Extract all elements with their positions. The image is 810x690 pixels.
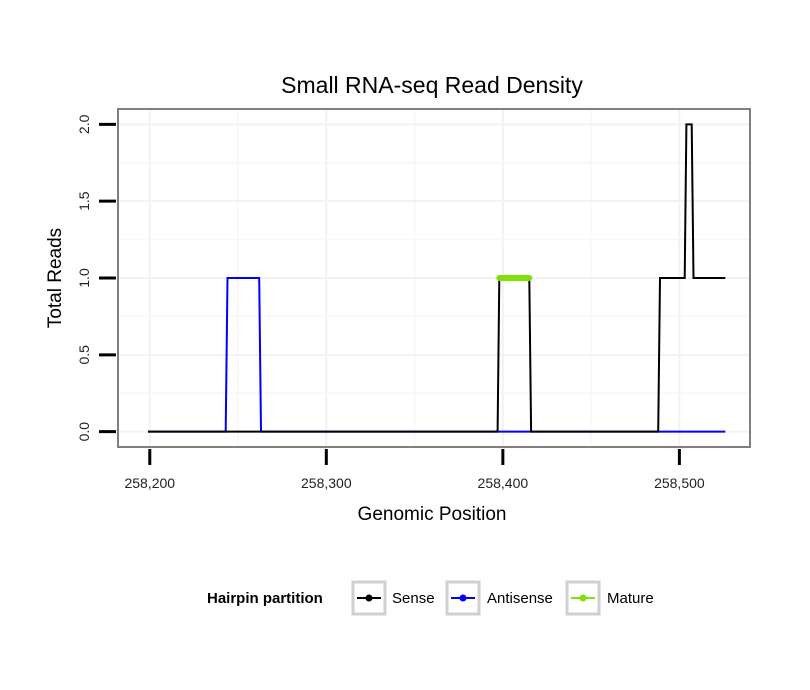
x-tick-label: 258,500 [654,475,705,491]
legend-title: Hairpin partition [207,590,323,607]
series-lines [148,123,726,433]
y-tick-label: 0.5 [76,345,92,365]
x-tick-label: 258,200 [124,475,175,491]
chart-title: Small RNA-seq Read Density [281,72,583,98]
legend-key-dot [579,594,587,602]
legend-key-dot [459,594,467,602]
y-tick-label: 2.0 [76,114,92,134]
legend-label: Antisense [487,590,553,607]
y-tick-label: 1.5 [76,191,92,211]
series-line-sense [148,123,726,433]
x-axis-title: Genomic Position [358,504,507,525]
legend-key-box [565,580,601,616]
y-axis-title: Total Reads [45,228,66,328]
legend-label: Mature [607,590,654,607]
plot-panel-border [117,108,751,448]
y-tick-label: 0.0 [76,422,92,442]
legend: Hairpin partition Sense Antisense Mature [207,580,654,616]
legend-key-dot [365,594,373,602]
x-axis: 258,200 258,300 258,400 258,500 [124,449,705,491]
x-tick-label: 258,300 [301,475,352,491]
grid [118,109,750,447]
y-tick-label: 1.0 [76,268,92,288]
x-tick-label: 258,400 [478,475,529,491]
y-axis: 0.0 0.5 1.0 1.5 2.0 [76,114,116,441]
legend-label: Sense [392,590,435,607]
